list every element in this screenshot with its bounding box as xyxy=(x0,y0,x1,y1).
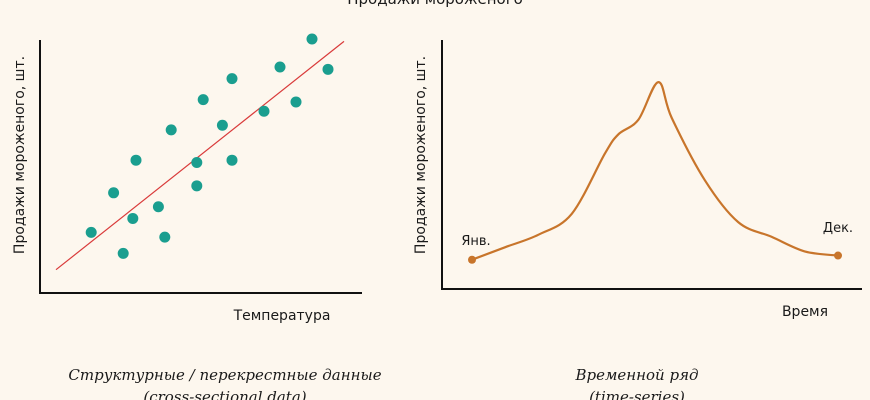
scatter-point-18 xyxy=(306,33,318,45)
timeseries-panel: Продажи мороженого, шт. Время Янв. Дек. … xyxy=(413,40,862,400)
scatter-point-2 xyxy=(108,187,120,199)
scatter-panel: Продажи мороженого, шт. Температура Стру… xyxy=(12,33,382,400)
scatter-point-16 xyxy=(274,61,286,73)
scatter-point-8 xyxy=(165,124,177,136)
scatter-points xyxy=(85,33,334,259)
figure-title: Продажи мороженого xyxy=(347,0,523,8)
timeseries-start-label: Янв. xyxy=(461,234,490,249)
scatter-caption-line2: (cross-sectional data) xyxy=(143,388,306,400)
timeseries-end-point xyxy=(834,251,842,260)
timeseries-start-point xyxy=(468,255,476,264)
scatter-point-12 xyxy=(216,119,228,131)
trend-line xyxy=(55,40,345,271)
timeseries-x-label: Время xyxy=(782,304,828,320)
scatter-point-7 xyxy=(159,231,171,243)
scatter-point-10 xyxy=(191,157,203,169)
scatter-point-15 xyxy=(258,105,270,117)
scatter-point-14 xyxy=(226,73,238,85)
timeseries-y-label: Продажи мороженого, шт. xyxy=(413,56,429,254)
scatter-point-3 xyxy=(117,247,129,259)
scatter-y-label: Продажи мороженого, шт. xyxy=(12,56,28,254)
scatter-x-label: Температура xyxy=(233,308,331,324)
timeseries-caption-line1: Временной ряд xyxy=(574,366,698,384)
scatter-point-6 xyxy=(152,201,164,213)
scatter-point-5 xyxy=(130,154,142,166)
scatter-point-13 xyxy=(226,154,238,166)
timeseries-line xyxy=(470,81,840,261)
timeseries-caption-line2: (time-series) xyxy=(589,388,685,400)
scatter-point-9 xyxy=(191,180,203,192)
scatter-point-1 xyxy=(85,226,97,238)
scatter-point-17 xyxy=(290,96,302,108)
scatter-point-4 xyxy=(127,212,139,224)
timeseries-end-label: Дек. xyxy=(823,221,853,236)
scatter-point-11 xyxy=(197,94,209,106)
scatter-point-19 xyxy=(322,63,334,75)
scatter-caption-line1: Структурные / перекрестные данные xyxy=(68,366,381,384)
